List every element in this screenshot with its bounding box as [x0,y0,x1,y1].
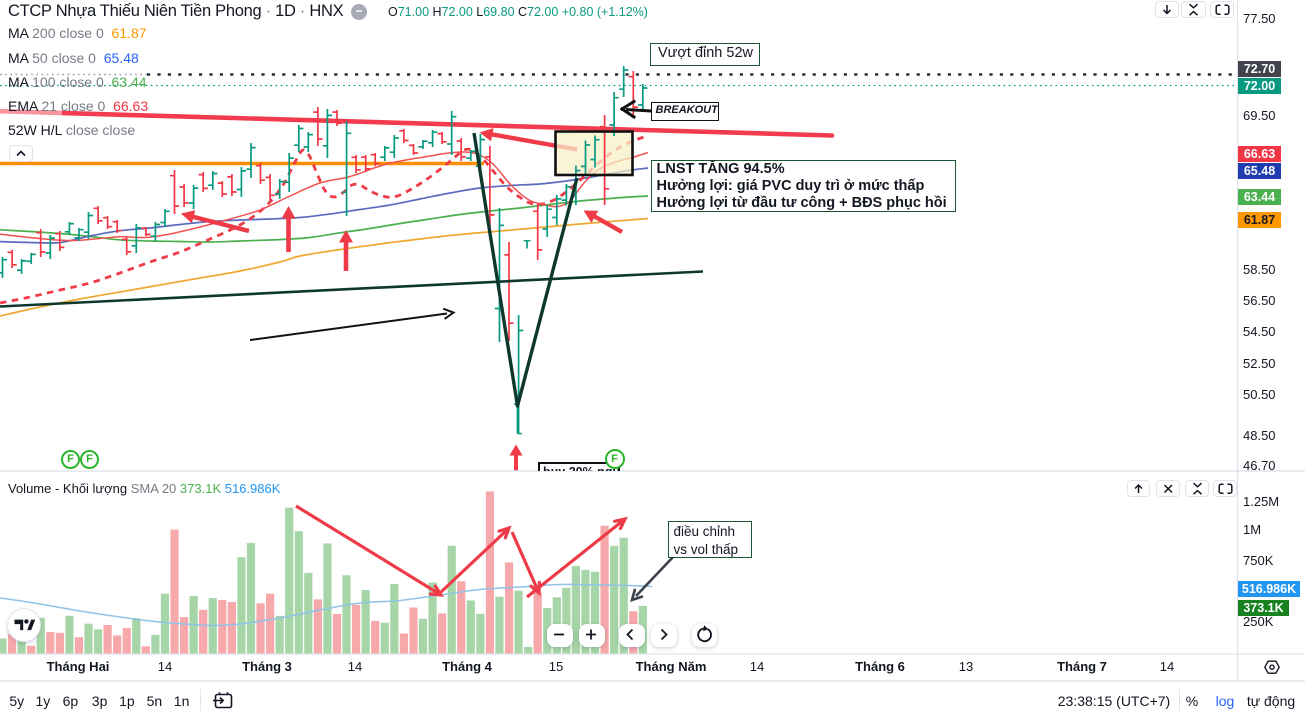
svg-text:T: T [524,240,531,252]
